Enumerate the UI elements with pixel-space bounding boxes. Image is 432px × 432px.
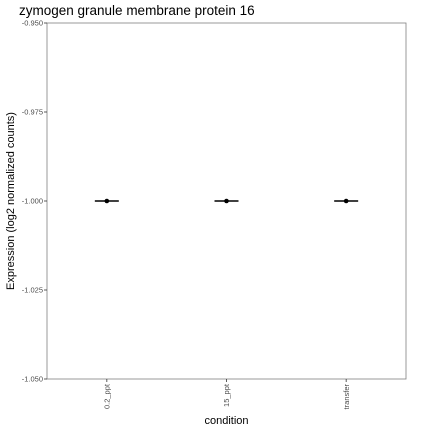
y-tick-label: -1.050 (22, 375, 43, 384)
data-marks (94, 198, 359, 204)
y-tick-label: -1.000 (22, 197, 43, 206)
data-point-15_ppt (224, 198, 229, 204)
y-tick-label: -0.975 (22, 108, 43, 117)
data-point-transfer (343, 198, 349, 204)
y-tick-label: -1.025 (22, 286, 43, 295)
y-tick-label: -0.950 (22, 19, 43, 28)
y-axis-title: Expression (log2 normalized counts) (5, 112, 17, 290)
x-tick-label: transfer (342, 384, 351, 410)
y-axis: -0.950 -0.975 -1.000 -1.025 -1.050 (22, 19, 47, 384)
x-tick-label: 15_ppt (222, 383, 231, 407)
x-axis: 0.2_ppt 15_ppt transfer (102, 379, 351, 410)
chart-title: zymogen granule membrane protein 16 (19, 3, 255, 18)
x-axis-title: condition (204, 415, 248, 427)
data-point-0.2_ppt (104, 198, 110, 204)
x-tick-label: 0.2_ppt (102, 383, 111, 409)
